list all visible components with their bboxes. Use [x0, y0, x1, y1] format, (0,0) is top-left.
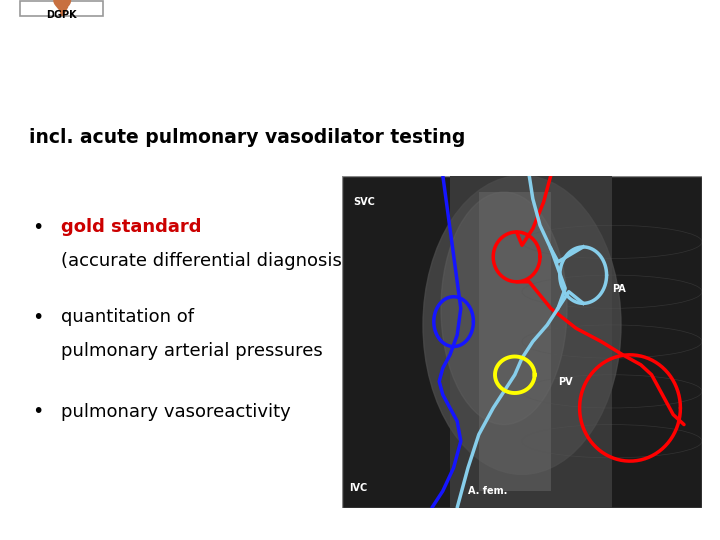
Text: IVC: IVC: [349, 483, 367, 493]
Text: pulmonary vasoreactivity: pulmonary vasoreactivity: [61, 403, 291, 421]
FancyBboxPatch shape: [342, 176, 702, 508]
Text: incl. acute pulmonary vasodilator testing: incl. acute pulmonary vasodilator testin…: [29, 129, 465, 147]
Text: •: •: [32, 308, 44, 327]
Text: A. fem.: A. fem.: [468, 487, 508, 496]
Text: pulmonary arterial pressures: pulmonary arterial pressures: [61, 342, 323, 360]
Text: ♥: ♥: [50, 0, 73, 19]
Text: PA: PA: [612, 284, 626, 294]
Text: Cardiac catheterisation: Cardiac catheterisation: [144, 31, 500, 59]
Text: v: v: [57, 4, 66, 19]
Text: •: •: [32, 402, 44, 421]
Text: SVC: SVC: [353, 198, 374, 207]
FancyBboxPatch shape: [20, 1, 103, 16]
Text: quantitation of: quantitation of: [61, 308, 194, 326]
Ellipse shape: [423, 176, 621, 474]
Text: DGPK: DGPK: [46, 10, 77, 20]
Text: gold standard: gold standard: [61, 218, 202, 237]
Text: •: •: [32, 218, 44, 237]
FancyBboxPatch shape: [479, 192, 551, 491]
Ellipse shape: [441, 192, 567, 424]
Text: (accurate differential diagnosis): (accurate differential diagnosis): [61, 252, 349, 270]
FancyBboxPatch shape: [450, 176, 612, 508]
Text: PV: PV: [558, 377, 572, 387]
